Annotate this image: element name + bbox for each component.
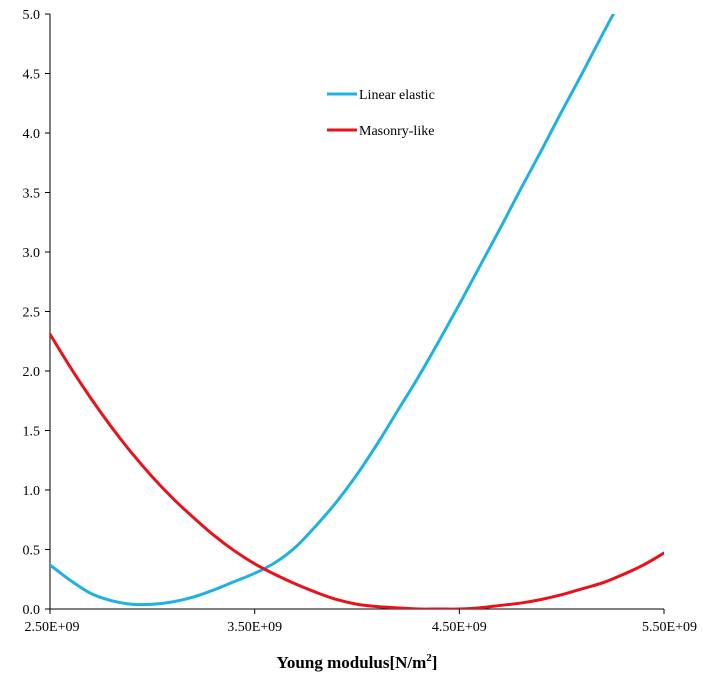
legend-label-masonry-like: Masonry-like [359, 124, 434, 139]
y-tick-label: 2.5 [23, 306, 41, 321]
series-line-masonry-like [50, 332, 664, 609]
y-tick-label: 5.0 [23, 8, 41, 23]
series-line-linear-elastic [50, 14, 616, 607]
x-axis-label-main: Young modulus[N/m [277, 653, 427, 672]
ticks: 0.0 0.5 1.0 1.5 2.0 2.5 3.0 3.5 4.0 4.5 5.0 2.50E+0… [23, 8, 698, 635]
x-axis-label: Young modulus[N/m2] [277, 652, 438, 672]
y-tick-label: 1.5 [23, 425, 41, 440]
x-axis-label-close: ] [432, 653, 438, 672]
legend-label-linear-elastic: Linear elastic [359, 88, 435, 103]
y-tick-label: 3.5 [23, 187, 41, 202]
x-tick-label: 5.50E+09 [642, 620, 697, 635]
x-tick-label: 3.50E+09 [227, 620, 282, 635]
series-area [50, 14, 664, 609]
x-tick-label: 2.50E+09 [25, 620, 80, 635]
x-tick-label: 4.50E+09 [432, 620, 487, 635]
y-tick-label: 0.0 [23, 603, 41, 618]
y-tick-label: 3.0 [23, 246, 41, 261]
y-tick-label: 2.0 [23, 365, 41, 380]
axes [49, 14, 664, 610]
y-tick-label: 0.5 [23, 544, 41, 559]
x-axis-label-superscript: 2 [426, 652, 432, 664]
y-tick-label: 4.0 [23, 127, 41, 142]
y-tick-label: 1.0 [23, 484, 41, 499]
legend: Linear elastic Masonry-like [327, 88, 435, 139]
y-tick-label: 4.5 [23, 68, 41, 83]
